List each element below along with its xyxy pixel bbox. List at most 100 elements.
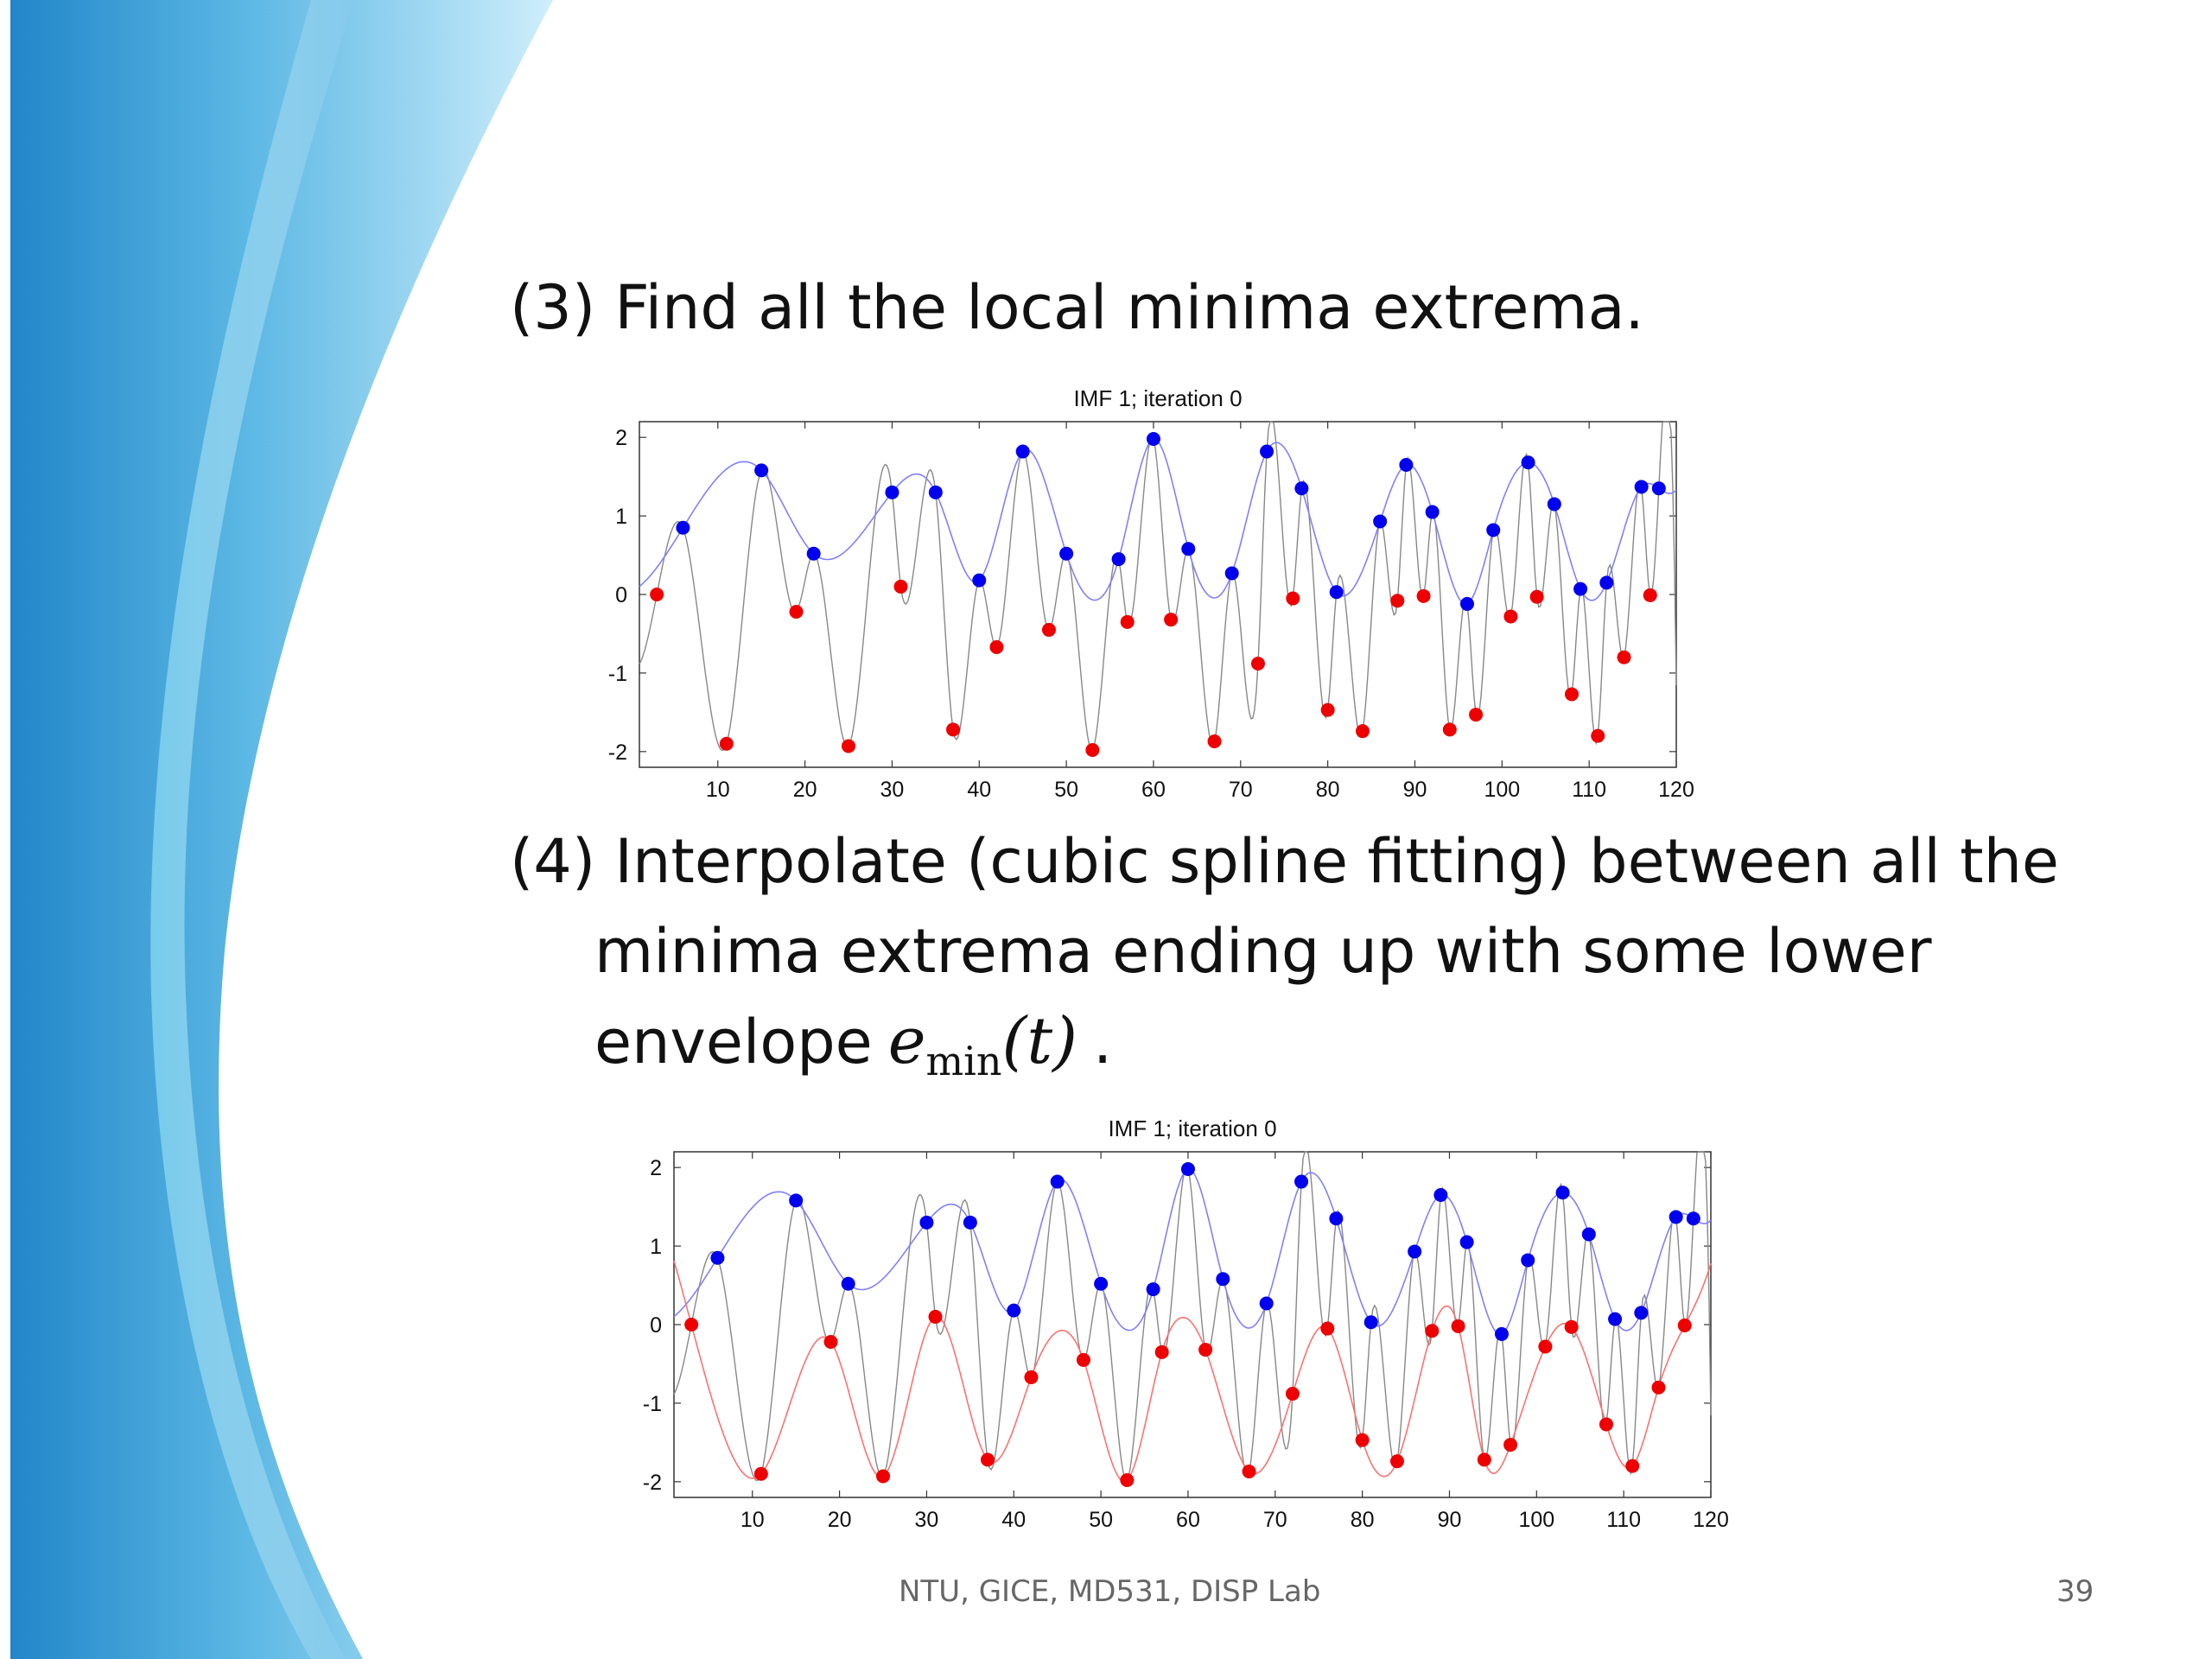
maxima-point (1373, 514, 1388, 529)
maxima-point (1059, 546, 1074, 561)
slide-number: 39 (2056, 1574, 2094, 1609)
minima-point (1320, 1321, 1335, 1336)
minima-point (1076, 1352, 1090, 1367)
maxima-point (1521, 455, 1535, 470)
x-tick-label: 40 (967, 778, 991, 802)
minima-point (1677, 1318, 1692, 1332)
x-tick-label: 80 (1351, 1508, 1375, 1532)
formula-subscript: min (925, 1038, 1002, 1084)
minima-point (1390, 594, 1405, 608)
envelope-word: envelope (594, 1007, 873, 1077)
minima-point (1564, 1319, 1579, 1334)
paragraph-line-1: (4) Interpolate (cubic spline fitting) b… (510, 826, 2059, 897)
x-tick-label: 50 (1054, 778, 1078, 802)
maxima-point (1146, 1282, 1160, 1297)
minima-point (946, 722, 961, 737)
minima-point (1041, 622, 1056, 637)
minima-point (1285, 1387, 1300, 1401)
maxima-point (1224, 566, 1239, 581)
chart-title: IMF 1; iteration 0 (1108, 1116, 1276, 1141)
maxima-point (1669, 1210, 1683, 1224)
minima-point (1207, 734, 1222, 748)
minima-point (1085, 743, 1100, 757)
minima-point (1643, 588, 1657, 602)
maxima-point (1408, 1244, 1422, 1259)
x-tick-label: 70 (1263, 1508, 1287, 1532)
maxima-point (1521, 1253, 1535, 1268)
formula-argument: (t) (1001, 1004, 1077, 1078)
x-tick-label: 100 (1484, 778, 1520, 802)
maxima-point (1180, 1162, 1195, 1176)
minima-point (1599, 1417, 1613, 1432)
maxima-point (1329, 1211, 1344, 1226)
minima-point (1651, 1380, 1666, 1395)
maxima-point (1111, 552, 1126, 567)
maxima-point (1459, 1235, 1474, 1249)
x-tick-label: 40 (1001, 1508, 1026, 1532)
formula-variable: e (887, 1004, 926, 1078)
maxima-point (710, 1250, 725, 1265)
minima-point (1024, 1370, 1039, 1384)
x-tick-label: 30 (880, 778, 905, 802)
maxima-point (1573, 582, 1588, 596)
minima-point (719, 736, 734, 751)
minima-point (1477, 1452, 1491, 1467)
maxima-point (1399, 458, 1414, 472)
envelope-formula: emin(t) (873, 1004, 1093, 1084)
x-tick-label: 110 (1606, 1508, 1641, 1532)
maxima-point (1294, 481, 1309, 496)
x-tick-label: 90 (1438, 1508, 1462, 1532)
y-tick-label: -2 (643, 1471, 662, 1495)
maxima-point (1581, 1227, 1596, 1242)
minima-point (842, 739, 856, 753)
lower-envelope-line (673, 1260, 1712, 1483)
maxima-point (919, 1215, 934, 1230)
minima-point (1503, 609, 1518, 624)
maxima-point (1363, 1315, 1378, 1330)
minima-point (823, 1335, 838, 1349)
maxima-point (1494, 1326, 1509, 1341)
x-tick-label: 80 (1316, 778, 1340, 802)
y-tick-label: 2 (615, 426, 627, 450)
maxima-point (1015, 444, 1030, 459)
maxima-point (1050, 1174, 1065, 1189)
minima-point (1164, 613, 1179, 627)
x-tick-label: 110 (1572, 778, 1606, 802)
minima-point (753, 1466, 768, 1481)
paragraph-period: . (1092, 1007, 1113, 1077)
maxima-point (1459, 596, 1474, 611)
minima-point (1286, 591, 1300, 606)
minima-point (1538, 1339, 1553, 1354)
maxima-point (1486, 523, 1501, 537)
maxima-point (1555, 1185, 1570, 1200)
minima-point (1355, 724, 1370, 739)
x-tick-label: 120 (1658, 778, 1694, 802)
minima-point (1503, 1438, 1518, 1452)
y-tick-label: -2 (608, 741, 627, 765)
minima-point (1564, 687, 1579, 702)
minima-point (1355, 1433, 1370, 1447)
maxima-point (928, 485, 943, 499)
maxima-point (1433, 1188, 1448, 1202)
minima-point (1425, 1324, 1440, 1338)
y-tick-label: -1 (608, 662, 627, 686)
y-tick-label: 0 (650, 1313, 662, 1338)
x-tick-label: 10 (706, 778, 730, 802)
maxima-point (1007, 1303, 1021, 1318)
x-tick-label: 20 (828, 1508, 852, 1532)
minima-point (1617, 650, 1631, 664)
minima-point (1625, 1459, 1640, 1473)
minima-point (1451, 1319, 1465, 1333)
minima-point (893, 579, 908, 594)
minima-point (1389, 1454, 1404, 1469)
y-tick-label: 1 (650, 1235, 662, 1259)
maxima-point (1425, 505, 1440, 519)
imf-chart-minima: IMF 1; iteration 010 20 30 40 50 60 70 80 90 100 1… (608, 385, 1694, 802)
x-tick-label: 20 (793, 778, 817, 802)
maxima-point (1329, 585, 1344, 600)
minima-point (1120, 614, 1135, 629)
minima-point (989, 639, 1004, 654)
paragraph-line-2: minima extrema ending up with some lower (594, 916, 1932, 987)
maxima-point (1686, 1211, 1700, 1226)
minima-point (981, 1452, 995, 1467)
